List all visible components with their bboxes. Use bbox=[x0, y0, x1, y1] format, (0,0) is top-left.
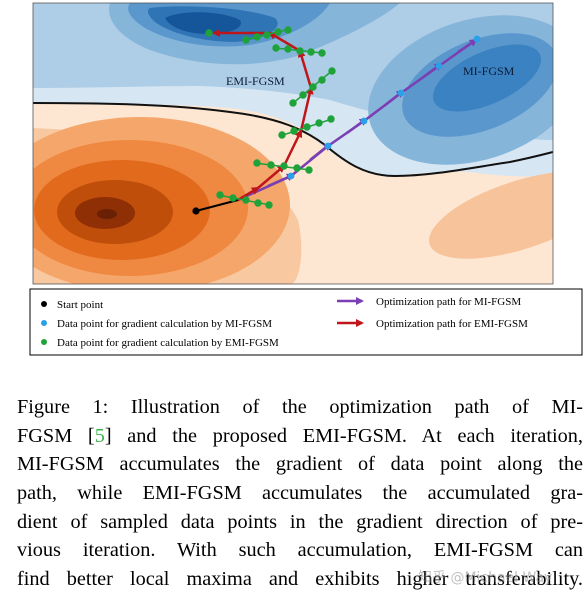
legend-emi-path-label: Optimization path for EMI-FGSM bbox=[376, 318, 528, 330]
caption-line-2: FGSM [5] and the proposed EMI-FGSM. At e… bbox=[17, 422, 583, 451]
figure: EMI-FGSM MI-FGSM bbox=[29, 2, 583, 356]
start-point bbox=[192, 207, 200, 215]
legend-emi-point-label: Data point for gradient calculation by E… bbox=[57, 337, 279, 349]
emi-point-marker bbox=[41, 339, 47, 345]
legend-mi-path-label: Optimization path for MI-FGSM bbox=[376, 296, 521, 308]
legend-mi-path: Optimization path for MI-FGSM bbox=[337, 296, 521, 308]
watermark: 知乎 @Michael Way bbox=[418, 570, 553, 586]
emi-fgsm-path bbox=[212, 29, 314, 202]
caption-text: ] and the proposed EMI-FGSM. At each ite… bbox=[104, 424, 583, 447]
legend-emi-data-point: Data point for gradient calculation by E… bbox=[41, 337, 279, 349]
caption-line-5: dient of sampled data points in the grad… bbox=[17, 510, 583, 533]
caption-text: FGSM [ bbox=[17, 424, 95, 447]
mi-point-marker bbox=[41, 320, 47, 326]
legend-mi-point-label: Data point for gradient calculation by M… bbox=[57, 318, 272, 330]
decision-boundary bbox=[33, 102, 553, 178]
start-point-marker bbox=[41, 301, 47, 307]
emi-label: EMI-FGSM bbox=[226, 74, 285, 88]
contour-plot bbox=[33, 3, 553, 284]
caption-line-4: path, while EMI-FGSM accumulates the acc… bbox=[17, 482, 583, 505]
legend: Start point Data point for gradient calc… bbox=[29, 288, 583, 356]
caption-line-6: vious iteration. With such accumulation,… bbox=[17, 539, 583, 562]
caption-line-3: MI-FGSM accumulates the gradient of data… bbox=[17, 453, 583, 476]
legend-emi-path: Optimization path for EMI-FGSM bbox=[337, 318, 528, 330]
mi-label: MI-FGSM bbox=[463, 64, 515, 78]
caption-line-1: Figure 1: Illustration of the optimizati… bbox=[17, 396, 583, 418]
mi-data-points bbox=[287, 35, 481, 180]
legend-start-label: Start point bbox=[57, 299, 103, 311]
figure-caption: Figure 1: Illustration of the optimizati… bbox=[17, 393, 583, 594]
citation-link[interactable]: 5 bbox=[94, 424, 105, 447]
plot-frame bbox=[32, 2, 554, 285]
caption-line-7: find better local maxima and exhibits hi… bbox=[17, 568, 583, 591]
emi-sample-points bbox=[205, 26, 336, 209]
legend-start-point: Start point bbox=[41, 299, 103, 311]
legend-mi-data-point: Data point for gradient calculation by M… bbox=[41, 318, 272, 330]
